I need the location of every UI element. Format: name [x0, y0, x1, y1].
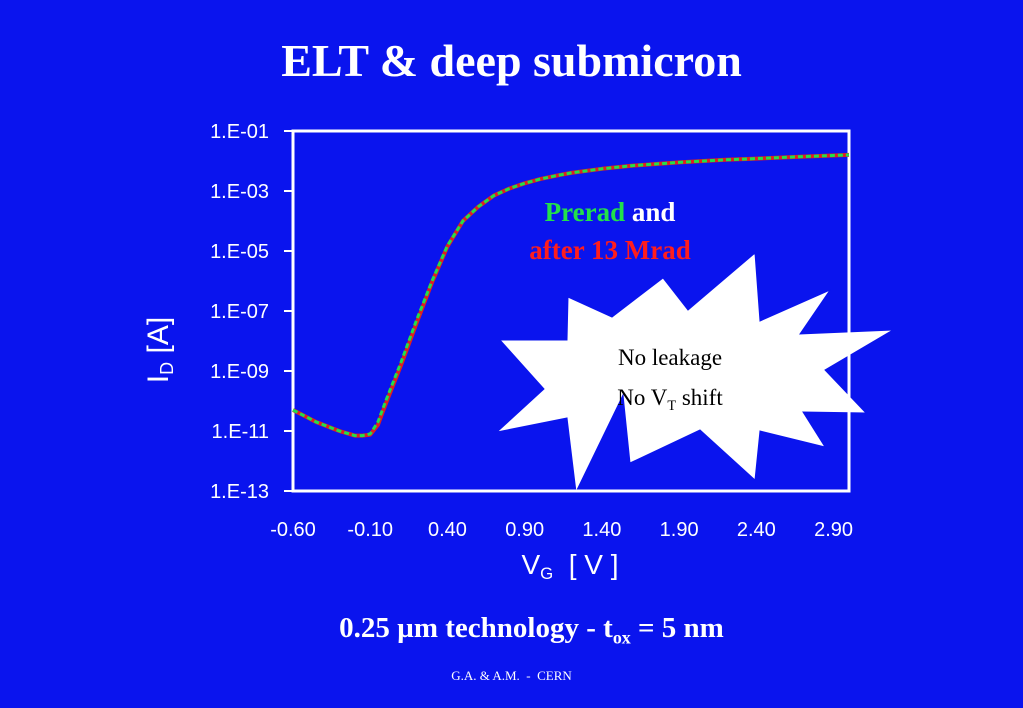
legend-annotation: Prerad and after 13 Mrad [480, 193, 740, 269]
starburst-text: No leakage No VT shift [570, 338, 770, 426]
series-layer [292, 152, 850, 438]
credit-footer: G.A. & A.M. - CERN [451, 668, 572, 683]
y-tick-label: 1.E-03 [210, 181, 269, 203]
slide-title: ELT & deep submicron [281, 35, 742, 86]
y-axis-ticks: 1.E-01 1.E-03 1.E-05 1.E-07 1.E-09 1.E-11 1.E-… [210, 121, 293, 503]
y-tick-label: 1.E-11 [212, 421, 269, 443]
x-tick-label: 0.90 [505, 519, 544, 541]
x-tick-label: 1.40 [582, 519, 621, 541]
y-axis-label: ID [A] [141, 316, 178, 384]
legend-and: and [625, 197, 676, 227]
y-tick-label: 1.E-01 [210, 121, 269, 143]
series-line-prerad [292, 153, 850, 438]
x-tick-label: -0.10 [347, 519, 393, 541]
y-tick-label: 1.E-07 [210, 301, 269, 323]
star-line-vt-shift: No VT shift [617, 385, 723, 414]
x-tick-label: 1.90 [660, 519, 699, 541]
x-tick-label: 0.40 [428, 519, 467, 541]
y-tick-label: 1.E-05 [210, 241, 269, 263]
x-tick-label: 2.40 [737, 519, 776, 541]
x-tick-label: 2.90 [814, 519, 853, 541]
y-tick-label: 1.E-13 [210, 481, 269, 503]
technology-caption: 0.25 µm technology - tox = 5 nm [339, 612, 724, 648]
x-axis-ticks: -0.60 -0.10 0.40 0.90 1.40 1.90 2.40 2.90 [270, 519, 853, 541]
x-tick-label: -0.60 [270, 519, 316, 541]
x-axis-label: VG [ V ] [521, 549, 619, 584]
y-tick-label: 1.E-09 [210, 361, 269, 383]
legend-after: after 13 Mrad [529, 235, 691, 265]
star-line-leakage: No leakage [617, 345, 723, 370]
starburst-callout [495, 251, 894, 494]
legend-preread: Prerad [544, 197, 626, 227]
